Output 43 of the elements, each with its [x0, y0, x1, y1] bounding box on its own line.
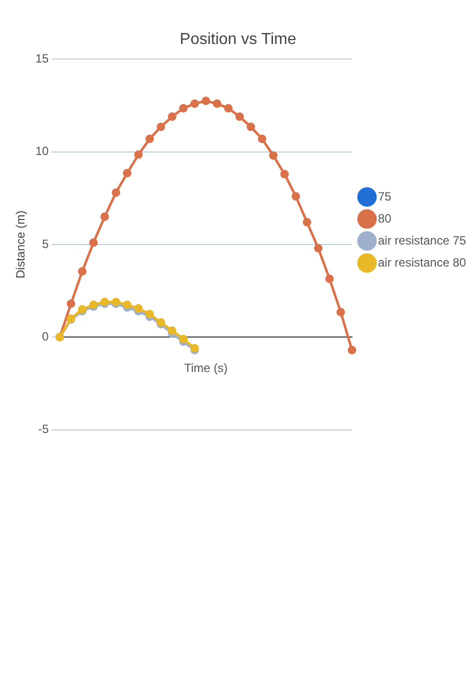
- point: [325, 274, 334, 284]
- point: [258, 134, 266, 144]
- point: [145, 134, 154, 144]
- y-tick-label: 5: [42, 236, 50, 251]
- point: [145, 310, 154, 318]
- point: [134, 150, 143, 159]
- point: [78, 267, 86, 276]
- point: [280, 170, 289, 178]
- point: [224, 104, 233, 113]
- point: [269, 151, 278, 160]
- point: [302, 218, 312, 227]
- legend-label: air resistance 80: [378, 255, 466, 270]
- y-tick-label: 10: [35, 144, 50, 158]
- point: [179, 104, 188, 113]
- point: [156, 122, 166, 132]
- point: [112, 188, 120, 197]
- point: [202, 96, 210, 106]
- point: [89, 238, 98, 247]
- point: [100, 212, 109, 221]
- point: [348, 346, 356, 354]
- y-tick-label: 0: [42, 329, 50, 344]
- point: [212, 99, 222, 108]
- legend-label: air resistance 75: [378, 233, 466, 248]
- point: [292, 192, 300, 201]
- point: [336, 308, 346, 316]
- point: [122, 168, 132, 178]
- point: [168, 112, 176, 121]
- y-tick-label: -5: [38, 422, 50, 436]
- point: [134, 304, 143, 313]
- x-axis-title: Time (s): [184, 361, 228, 376]
- y-tick-label: 15: [35, 52, 50, 66]
- point: [246, 122, 256, 132]
- y-axis-title: Distance (m): [14, 210, 28, 279]
- point: [122, 300, 132, 309]
- point: [190, 99, 199, 108]
- legend-label: 75: [378, 189, 392, 204]
- point: [235, 112, 244, 121]
- point: [314, 244, 323, 252]
- chart-title: Position vs Time: [180, 31, 296, 48]
- point: [66, 300, 76, 308]
- point: [179, 334, 188, 344]
- legend-label: 80: [378, 211, 392, 226]
- point: [168, 326, 176, 335]
